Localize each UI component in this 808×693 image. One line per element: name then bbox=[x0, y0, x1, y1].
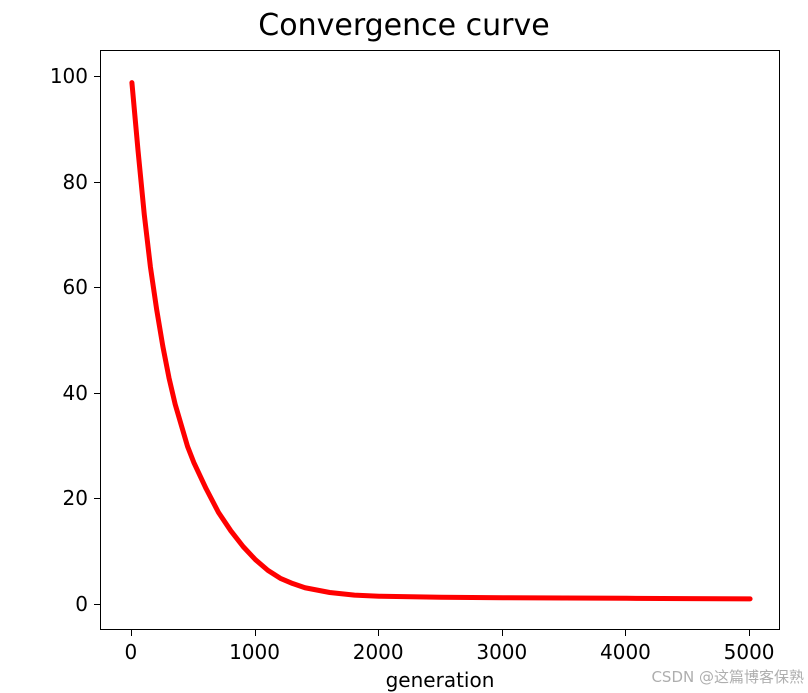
x-tick-label: 5000 bbox=[724, 640, 775, 664]
x-tick-mark bbox=[749, 630, 750, 636]
line-series bbox=[101, 51, 781, 631]
y-tick-label: 80 bbox=[63, 170, 88, 194]
y-tick-label: 40 bbox=[63, 381, 88, 405]
y-tick-label: 0 bbox=[75, 592, 88, 616]
x-tick-label: 1000 bbox=[229, 640, 280, 664]
x-tick-mark bbox=[502, 630, 503, 636]
y-tick-mark bbox=[94, 76, 100, 77]
watermark-text: CSDN @这篇博客保熟 bbox=[651, 666, 804, 687]
plot-area bbox=[100, 50, 780, 630]
x-axis-label: generation bbox=[386, 668, 495, 692]
y-tick-label: 100 bbox=[50, 64, 88, 88]
y-tick-mark bbox=[94, 498, 100, 499]
x-tick-mark bbox=[131, 630, 132, 636]
chart-title: Convergence curve bbox=[0, 8, 808, 43]
y-tick-mark bbox=[94, 287, 100, 288]
x-tick-label: 2000 bbox=[353, 640, 404, 664]
y-tick-mark bbox=[94, 182, 100, 183]
y-tick-label: 60 bbox=[63, 275, 88, 299]
x-tick-mark bbox=[378, 630, 379, 636]
x-tick-label: 4000 bbox=[600, 640, 651, 664]
convergence-line bbox=[132, 83, 750, 599]
x-tick-mark bbox=[255, 630, 256, 636]
y-tick-label: 20 bbox=[63, 486, 88, 510]
x-tick-mark bbox=[625, 630, 626, 636]
y-tick-mark bbox=[94, 604, 100, 605]
x-tick-label: 3000 bbox=[476, 640, 527, 664]
x-tick-label: 0 bbox=[125, 640, 138, 664]
chart-container: Convergence curve 010002000300040005000 … bbox=[0, 0, 808, 693]
y-tick-mark bbox=[94, 393, 100, 394]
